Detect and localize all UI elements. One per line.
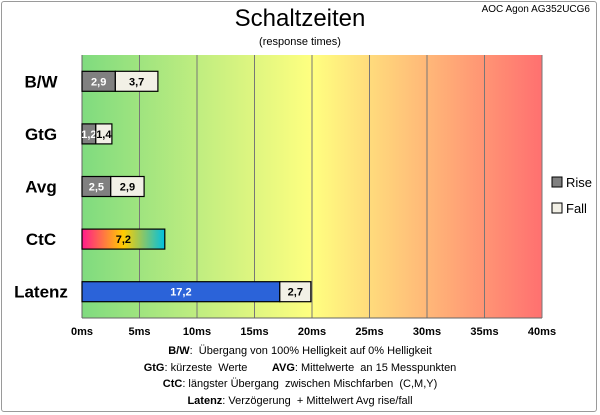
- chart-title: Schaltzeiten: [234, 5, 366, 32]
- footnote-text: : Mittelwerte an 15 Messpunkten: [294, 361, 457, 374]
- monitor-model-label: AOC Agon AG352UCG6: [481, 4, 590, 15]
- category-label: Latenz: [14, 283, 68, 302]
- bar-rise-label: 2,9: [91, 76, 106, 88]
- x-tick-label: 40ms: [528, 326, 556, 338]
- bar-rise-label: 2,5: [89, 182, 104, 194]
- category-label: B/W: [24, 72, 58, 91]
- x-tick-label: 10ms: [183, 326, 211, 338]
- footnote-key: GtG: [143, 361, 165, 374]
- legend-swatch: [551, 176, 563, 188]
- x-tick-label: 25ms: [355, 326, 383, 338]
- x-tick-label: 5ms: [128, 326, 150, 338]
- legend-label: Rise: [566, 175, 592, 190]
- bar-fall: [95, 123, 113, 145]
- footnote-text: : längster Übergang zwischen Mischfarben…: [182, 378, 438, 390]
- bar-rise: [81, 228, 166, 250]
- footnote-text: : Verzögerung + Mittelwert Avg rise/fall: [222, 394, 413, 407]
- bar-fall-label: 1,4: [96, 129, 112, 141]
- legend-swatch: [551, 202, 563, 214]
- bar-fall-label: 2,7: [288, 287, 303, 299]
- category-label: CtC: [26, 230, 56, 249]
- chart-subtitle: (response times): [259, 36, 341, 48]
- footnote-key: B/W: [168, 345, 190, 357]
- category-label: Avg: [25, 178, 57, 197]
- bar-fall: [114, 70, 159, 92]
- bar-rise-label: 1,2: [81, 129, 96, 141]
- bar-rise-label: 7,2: [116, 234, 131, 246]
- footnote-line: GtG: kürzeste Werte AVG: Mittelwerte an …: [0, 360, 600, 377]
- footnote-key: CtC: [162, 378, 183, 390]
- x-tick-label: 15ms: [240, 326, 268, 338]
- footnote-key: AVG: [271, 361, 295, 374]
- footnote-line: Latenz: Verzögerung + Mittelwert Avg ris…: [0, 393, 600, 410]
- footnote-key: Latenz: [187, 394, 223, 407]
- footnote-line: B/W: Übergang von 100% Helligkeit auf 0%…: [0, 343, 600, 360]
- footnote-text: : Übergang von 100% Helligkeit auf 0% He…: [189, 345, 432, 357]
- bar-fall: [110, 175, 145, 198]
- bar-fall: [279, 281, 312, 303]
- legend-label: Fall: [566, 201, 587, 216]
- x-tick-label: 35ms: [470, 326, 498, 338]
- category-label: GtG: [25, 125, 57, 144]
- bar-rise-label: 17,2: [170, 287, 191, 299]
- x-tick-label: 20ms: [298, 326, 326, 338]
- footnote-text: : kürzeste Werte: [164, 361, 248, 374]
- bar-fall-label: 3,7: [129, 76, 144, 88]
- x-tick-label: 0ms: [71, 326, 93, 338]
- x-tick-label: 30ms: [413, 326, 441, 338]
- footnotes: B/W: Übergang von 100% Helligkeit auf 0%…: [0, 343, 600, 409]
- footnote-line: CtC: längster Übergang zwischen Mischfar…: [0, 376, 600, 393]
- bar-fall-label: 2,9: [120, 182, 135, 194]
